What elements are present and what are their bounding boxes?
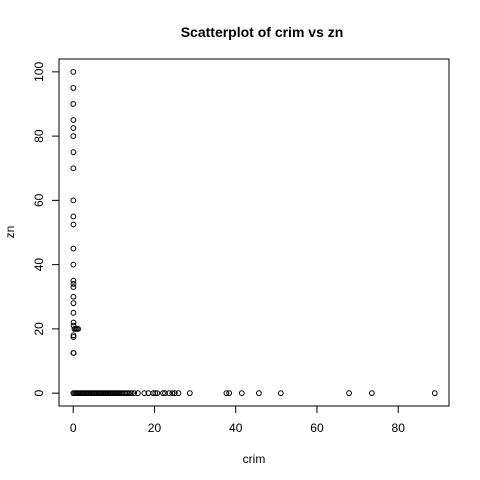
data-point [154,390,161,397]
data-points [70,68,438,397]
data-point [70,165,77,172]
x-tick-label: 80 [392,421,406,435]
data-point [70,309,77,316]
x-tick-label: 0 [70,421,77,435]
data-point [70,125,77,131]
plot-box [58,58,450,407]
data-point [162,390,168,397]
data-point [70,213,77,220]
y-tick-label: 20 [32,322,46,336]
data-point [70,85,77,91]
x-tick-label: 60 [310,421,324,435]
data-point [70,197,77,204]
data-point [166,390,172,397]
data-point [171,390,178,397]
data-point [70,221,77,228]
data-point [70,277,77,284]
data-point [70,350,77,356]
data-point [70,319,77,326]
data-point [175,390,182,397]
data-point [70,133,77,140]
data-point [70,300,77,307]
data-point [70,149,77,156]
data-point [134,390,141,397]
data-point [75,325,81,332]
data-point [226,390,233,397]
data-point [70,261,77,268]
data-point [346,390,352,397]
data-point [70,101,77,107]
y-tick-label: 80 [32,129,46,143]
data-point [152,390,159,397]
data-point [70,334,77,340]
y-tick-label: 100 [32,62,46,82]
data-point [150,390,157,397]
data-point [368,390,375,397]
data-point [169,390,176,397]
data-point [277,390,284,397]
data-point [431,390,438,397]
data-point [160,390,166,397]
data-point [186,390,193,397]
data-point [255,390,262,397]
data-point [70,284,77,291]
y-tick-label: 60 [32,193,46,207]
data-point [70,68,77,75]
data-point [128,390,135,397]
data-point [70,117,77,123]
x-tick-label: 40 [229,421,243,435]
chart-title: Scatterplot of crim vs zn [181,24,344,40]
data-point [70,293,77,300]
data-point [70,245,77,252]
y-tick-label: 0 [32,389,46,396]
y-axis: 0 20 40 60 80 100 [32,62,60,396]
data-point [141,390,148,397]
y-tick-label: 40 [32,258,46,272]
x-tick-label: 20 [148,421,162,435]
data-point [238,390,245,397]
y-axis-label: zn [3,226,17,239]
data-point [223,390,230,397]
x-axis-label: crim [243,452,266,466]
data-point [70,281,77,287]
x-axis: 0 20 40 60 80 [70,405,406,435]
data-point [131,390,138,397]
